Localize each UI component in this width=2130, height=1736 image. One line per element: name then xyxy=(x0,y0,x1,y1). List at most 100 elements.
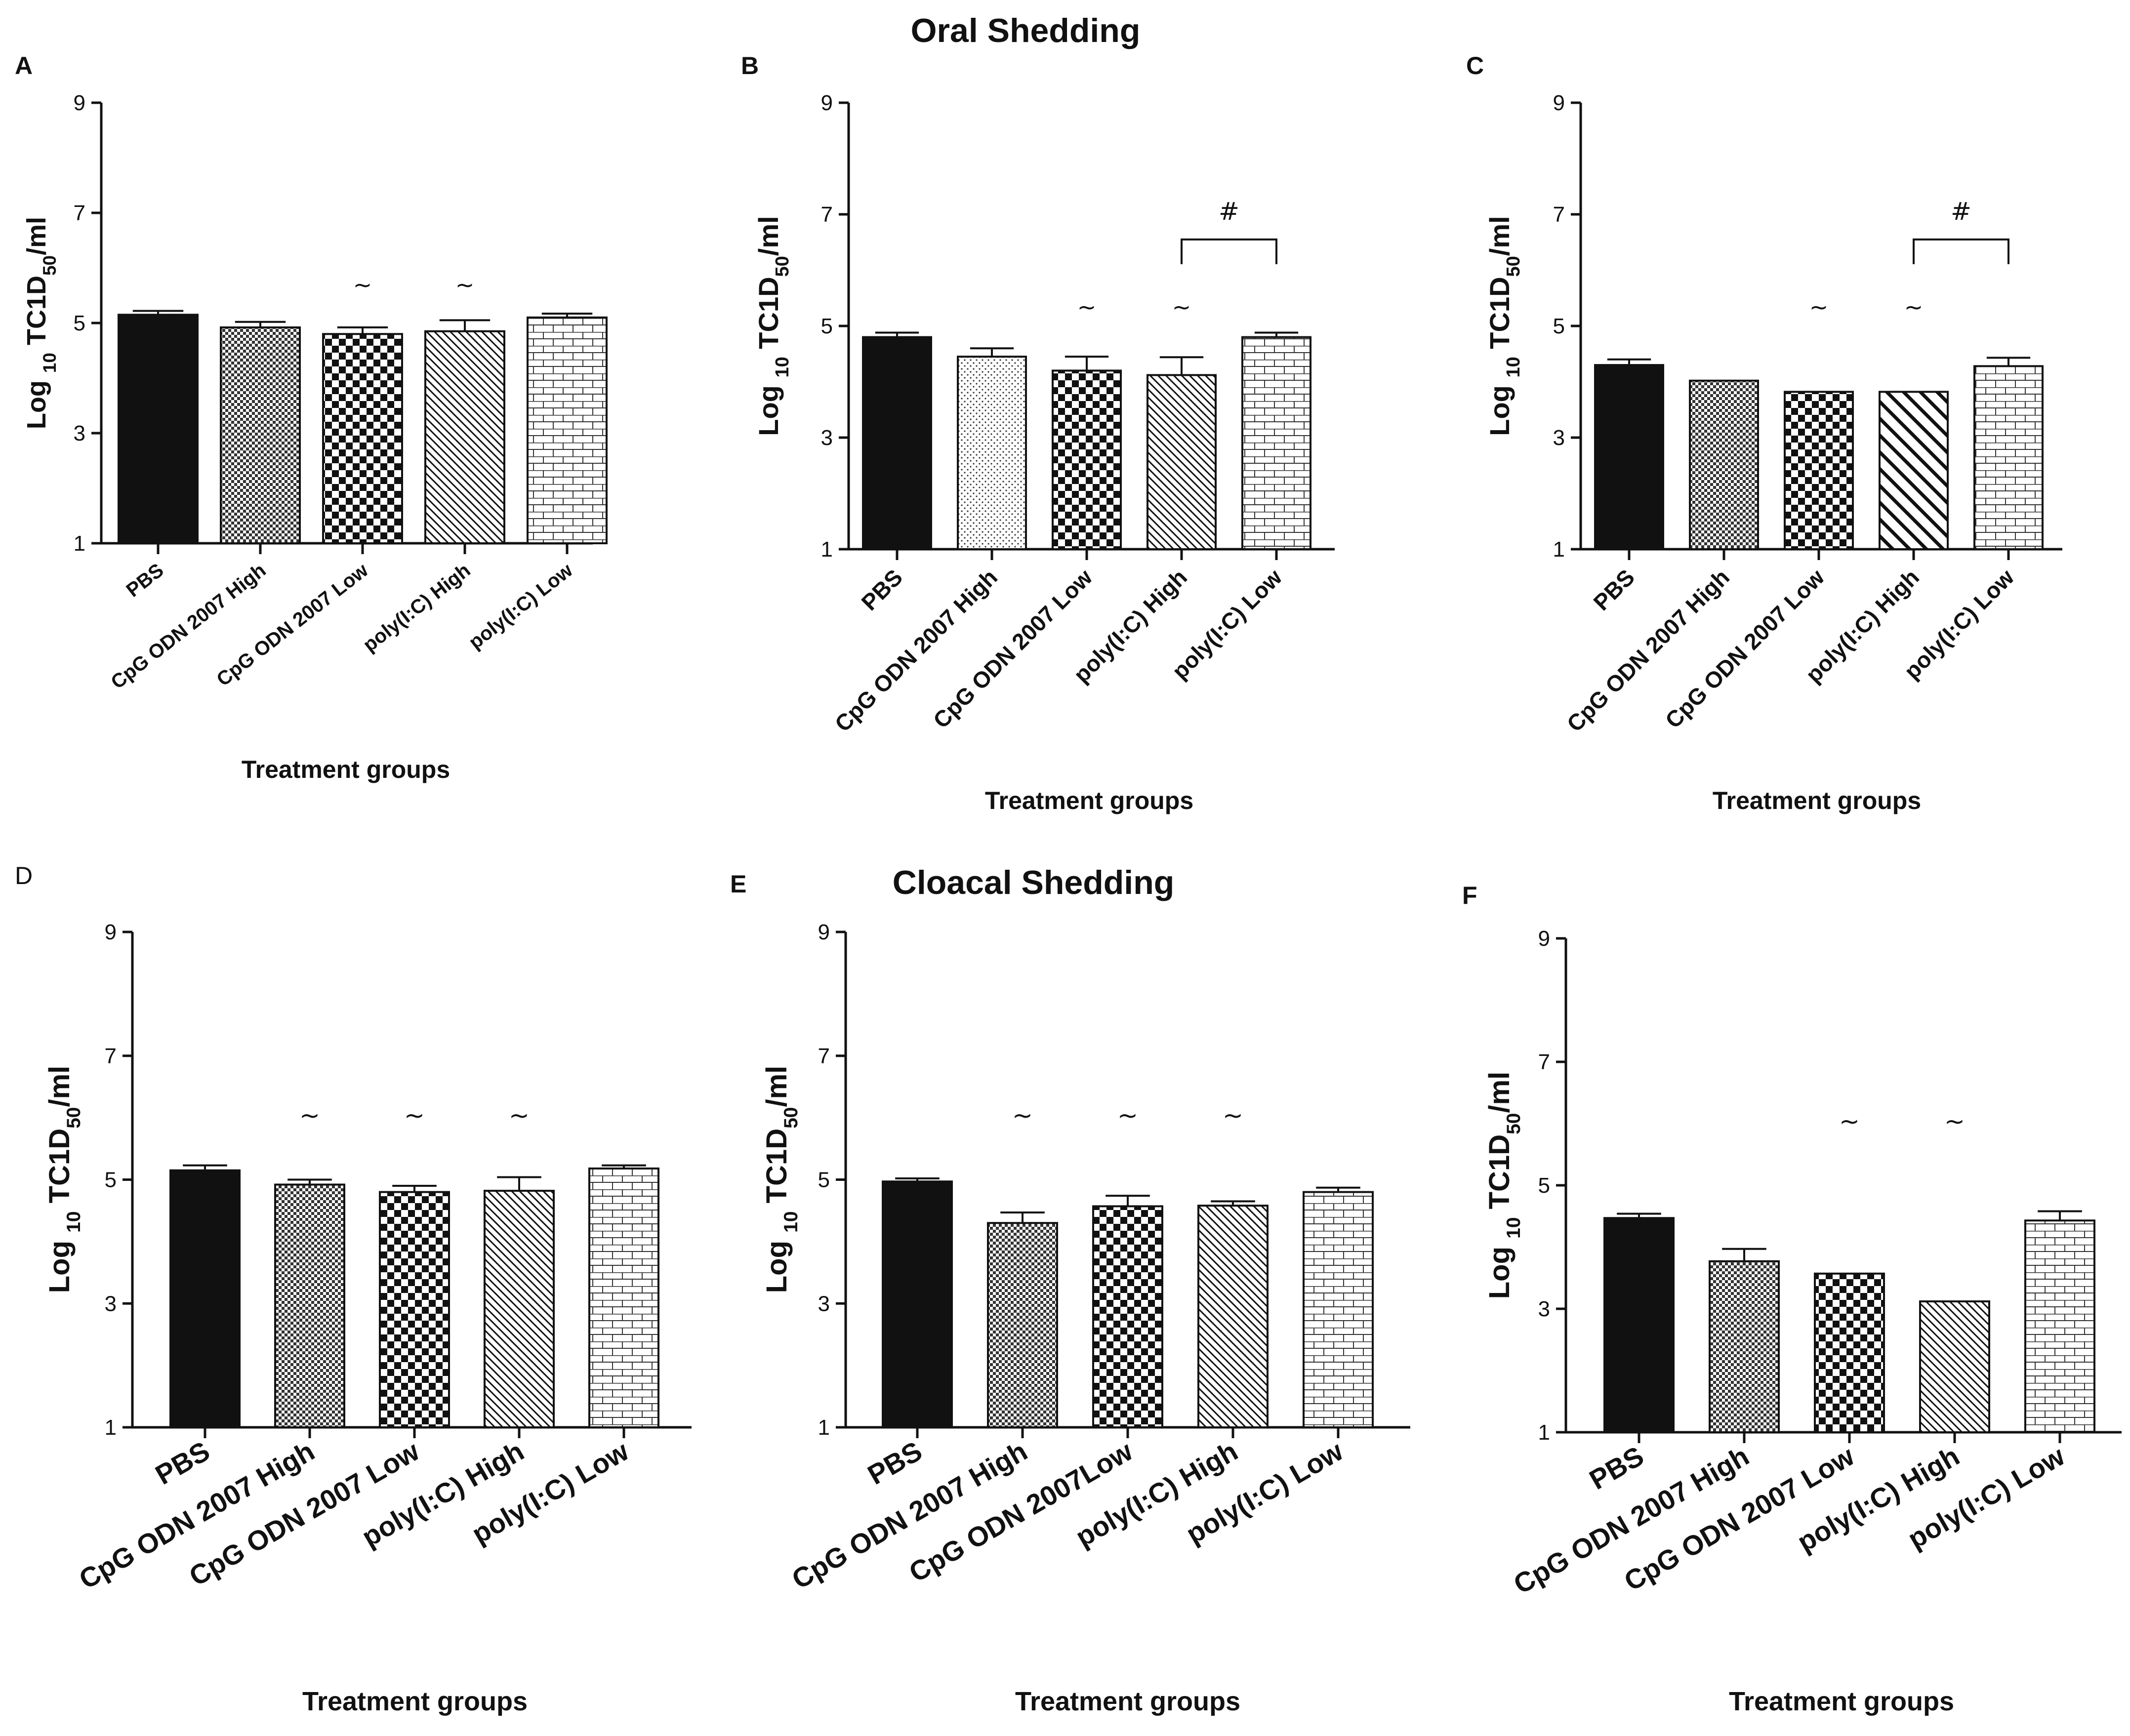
panel-f: F 1 3 5 7 9 Log 10 TC1D50/ml Treatment groups PB… xyxy=(1462,882,2122,1716)
bar xyxy=(1689,379,1759,550)
significance-mark: ~ xyxy=(1839,1107,1860,1136)
category-label: CpG ODN 2007 Low xyxy=(1660,564,1829,733)
bar xyxy=(2024,1219,2095,1433)
y-tick-label: 5 xyxy=(105,1168,117,1192)
y-axis-title: Log 10 TC1D50/ml xyxy=(1483,1072,1524,1299)
y-axis-title-subscript: 50 xyxy=(1503,256,1524,277)
panel-letter: D xyxy=(15,862,33,889)
panel-letter: F xyxy=(1462,882,1477,909)
significance-mark: ~ xyxy=(404,1101,425,1130)
y-tick-label: 7 xyxy=(74,201,85,225)
bar xyxy=(118,314,199,545)
bar xyxy=(1879,391,1949,551)
category-label: CpG ODN 2007 High xyxy=(1562,564,1734,736)
y-tick-label: 7 xyxy=(1538,1050,1550,1074)
category-label: poly(I:C) High xyxy=(359,559,475,656)
bar xyxy=(1147,374,1217,550)
y-tick-label: 1 xyxy=(821,537,833,562)
significance-mark: ~ xyxy=(1223,1101,1243,1130)
significance-mark: ~ xyxy=(299,1101,320,1130)
category-label: CpG ODN 2007 High xyxy=(830,564,1002,736)
y-axis-title-subscript: 50 xyxy=(772,256,793,277)
y-axis-title-subscript: 10 xyxy=(1503,357,1524,377)
bar xyxy=(1973,365,2044,550)
bracket-label: # xyxy=(1219,197,1239,226)
category-label: PBS xyxy=(856,564,907,615)
y-axis-title-part: Log xyxy=(1484,378,1515,436)
y-tick-label: 9 xyxy=(1538,927,1550,951)
significance-mark: ~ xyxy=(1904,293,1924,320)
y-tick-label: 3 xyxy=(1553,426,1565,450)
y-tick-label: 7 xyxy=(818,1044,830,1068)
bracket-label: # xyxy=(1951,197,1971,226)
y-tick-label: 7 xyxy=(1553,202,1565,227)
y-tick-label: 1 xyxy=(74,531,85,556)
panel-letter: A xyxy=(15,52,33,80)
panel-letter: E xyxy=(730,870,746,898)
bar xyxy=(1603,1217,1675,1433)
bar xyxy=(882,1180,953,1428)
bar xyxy=(1784,391,1854,551)
y-tick-label: 9 xyxy=(821,91,833,115)
significance-mark: ~ xyxy=(455,272,475,298)
significance-bracket xyxy=(1913,238,2009,264)
y-tick-label: 3 xyxy=(74,421,85,445)
significance-mark: ~ xyxy=(1944,1107,1965,1136)
bar xyxy=(987,1222,1058,1428)
y-tick-label: 7 xyxy=(821,202,833,227)
x-axis-title: Treatment groups xyxy=(1015,1687,1240,1716)
y-tick-label: 1 xyxy=(1553,537,1565,562)
y-tick-label: 5 xyxy=(1538,1173,1550,1198)
category-label: PBS xyxy=(1588,564,1639,615)
bar xyxy=(1919,1300,1990,1433)
y-axis-title-part: Log xyxy=(761,1233,793,1293)
significance-mark: ~ xyxy=(509,1101,530,1130)
y-axis-title-part: TC1D xyxy=(1484,277,1515,357)
bar xyxy=(169,1169,241,1429)
category-label: CpG ODN 2007 Low xyxy=(928,564,1097,733)
significance-mark: ~ xyxy=(1809,293,1829,320)
panel-a: A 1 3 5 7 9 Log 10 TC1D50/ml Treatment groups PB… xyxy=(15,52,608,783)
bar xyxy=(1814,1272,1885,1433)
y-tick-label: 3 xyxy=(105,1292,117,1316)
x-axis-title: Treatment groups xyxy=(1713,787,1921,814)
bar xyxy=(862,336,932,550)
panel-c: C 1 3 5 7 9 Log 10 TC1D50/ml Treatment groups PB… xyxy=(1466,52,2062,814)
x-axis-title: Treatment groups xyxy=(1729,1687,1954,1716)
significance-mark: ~ xyxy=(1117,1101,1138,1130)
y-tick-label: 9 xyxy=(1553,91,1565,115)
y-axis-title-subscript: 50 xyxy=(63,1107,84,1129)
category-label: PBS xyxy=(1584,1440,1649,1495)
y-axis-title-part: /ml xyxy=(1484,216,1515,256)
y-axis-title-part: TC1D xyxy=(753,277,784,357)
y-axis-title-part: /ml xyxy=(761,1066,793,1107)
y-axis-title-part: /ml xyxy=(22,217,51,255)
y-axis-title-subscript: 10 xyxy=(780,1211,802,1232)
bar xyxy=(1197,1205,1269,1428)
y-tick-label: 3 xyxy=(1538,1297,1550,1321)
y-tick-label: 5 xyxy=(818,1168,830,1192)
panel-b: B 1 3 5 7 9 Log 10 TC1D50/ml Treatment groups PB… xyxy=(741,52,1335,814)
x-axis-title: Treatment groups xyxy=(985,787,1193,814)
panel-letter: C xyxy=(1466,52,1484,80)
y-axis-title-part: Log xyxy=(43,1233,76,1293)
significance-mark: ~ xyxy=(1077,293,1097,320)
bar xyxy=(1241,336,1311,550)
y-axis-title: Log 10 TC1D50/ml xyxy=(43,1066,84,1293)
y-axis-title-part: Log xyxy=(753,378,784,436)
bar xyxy=(1594,364,1664,550)
bar xyxy=(588,1167,659,1429)
y-axis-title: Log 10 TC1D50/ml xyxy=(753,216,793,436)
bar xyxy=(274,1183,345,1429)
bar xyxy=(322,333,403,544)
y-axis-title-subscript: 10 xyxy=(1503,1217,1524,1238)
y-tick-label: 3 xyxy=(821,426,833,450)
significance-bracket xyxy=(1181,238,1277,264)
y-tick-label: 1 xyxy=(818,1415,830,1440)
y-axis-title-subscript: 10 xyxy=(772,357,793,377)
y-axis-title-part: Log xyxy=(1483,1239,1516,1299)
y-axis-title-part: TC1D xyxy=(22,276,51,353)
y-tick-label: 9 xyxy=(105,920,117,944)
y-tick-label: 7 xyxy=(105,1044,117,1068)
y-axis-title: Log 10 TC1D50/ml xyxy=(761,1066,802,1293)
